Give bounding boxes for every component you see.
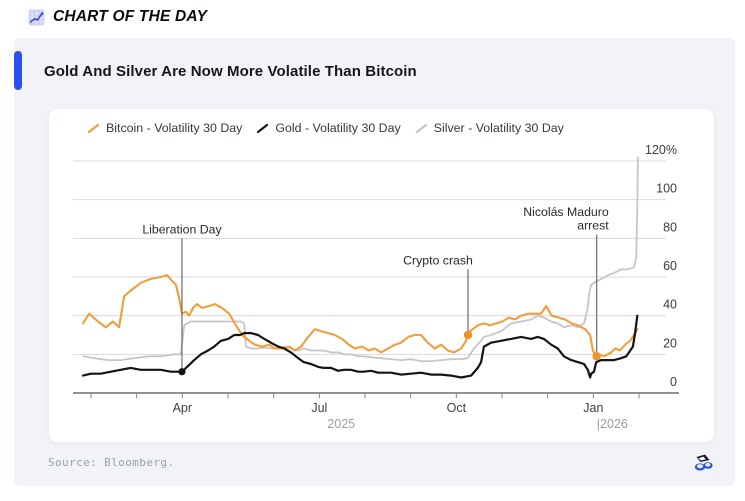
chart-title: Gold And Silver Are Now More Volatile Th…: [44, 63, 417, 80]
chart-increasing-icon: [28, 9, 45, 25]
series-line-gold: [81, 314, 639, 379]
broken-image-icon: [694, 454, 713, 471]
source-credit: Source: Bloomberg.: [48, 456, 175, 469]
annotation-label: Nicolás Maduro: [523, 205, 609, 219]
y-axis-label-60: 60: [663, 259, 677, 273]
y-axis-label-80: 80: [663, 220, 677, 234]
chart-of-the-day-panel: Gold And Silver Are Now More Volatile Th…: [14, 38, 735, 486]
event-dot: [592, 352, 601, 361]
legend-swatch-silver-icon: [415, 123, 427, 133]
annotation-label: Crypto crash: [403, 253, 473, 267]
annotation-label: Liberation Day: [142, 222, 222, 236]
annotation-label: arrest: [577, 218, 609, 232]
legend-swatch-bitcoin-icon: [87, 123, 100, 133]
y-axis-label-120: 120%: [645, 143, 677, 157]
x-year-label: 2025: [327, 417, 355, 431]
y-axis-label-100: 100: [656, 182, 677, 196]
x-month-label-oct: Oct: [447, 401, 467, 415]
chart-card: Bitcoin - Volatility 30 Day Gold - Volati…: [48, 108, 715, 443]
volatility-line-chart: 0 20 40 60 80 100 120% Apr Jul Oct Jan 2025 |2026 Lib…: [73, 143, 679, 431]
x-month-label-jan: Jan: [583, 401, 603, 415]
y-axis-label-0: 0: [670, 375, 677, 389]
x-month-label-jul: Jul: [311, 401, 327, 415]
series-line-silver: [82, 156, 639, 363]
page-title: CHART OF THE DAY: [53, 8, 208, 25]
y-axis-label-20: 20: [663, 336, 677, 350]
event-dot: [463, 330, 473, 340]
title-accent-bar: [14, 51, 22, 90]
legend-label: Bitcoin - Volatility 30 Day: [106, 121, 243, 135]
page-header: CHART OF THE DAY: [28, 8, 207, 26]
event-dot: [178, 368, 186, 376]
y-axis-label-40: 40: [663, 298, 677, 312]
chart-legend: Bitcoin - Volatility 30 Day Gold - Volati…: [87, 117, 564, 139]
legend-item-gold: Gold - Volatility 30 Day: [256, 121, 401, 135]
series-line-bitcoin: [81, 274, 639, 358]
legend-swatch-gold-icon: [257, 123, 269, 133]
x-year-label: |2026: [597, 417, 628, 431]
legend-label: Gold - Volatility 30 Day: [275, 121, 401, 135]
legend-label: Silver - Volatility 30 Day: [433, 121, 564, 135]
x-month-label-apr: Apr: [173, 401, 192, 415]
legend-item-silver: Silver - Volatility 30 Day: [415, 121, 564, 135]
legend-item-bitcoin: Bitcoin - Volatility 30 Day: [87, 121, 242, 135]
